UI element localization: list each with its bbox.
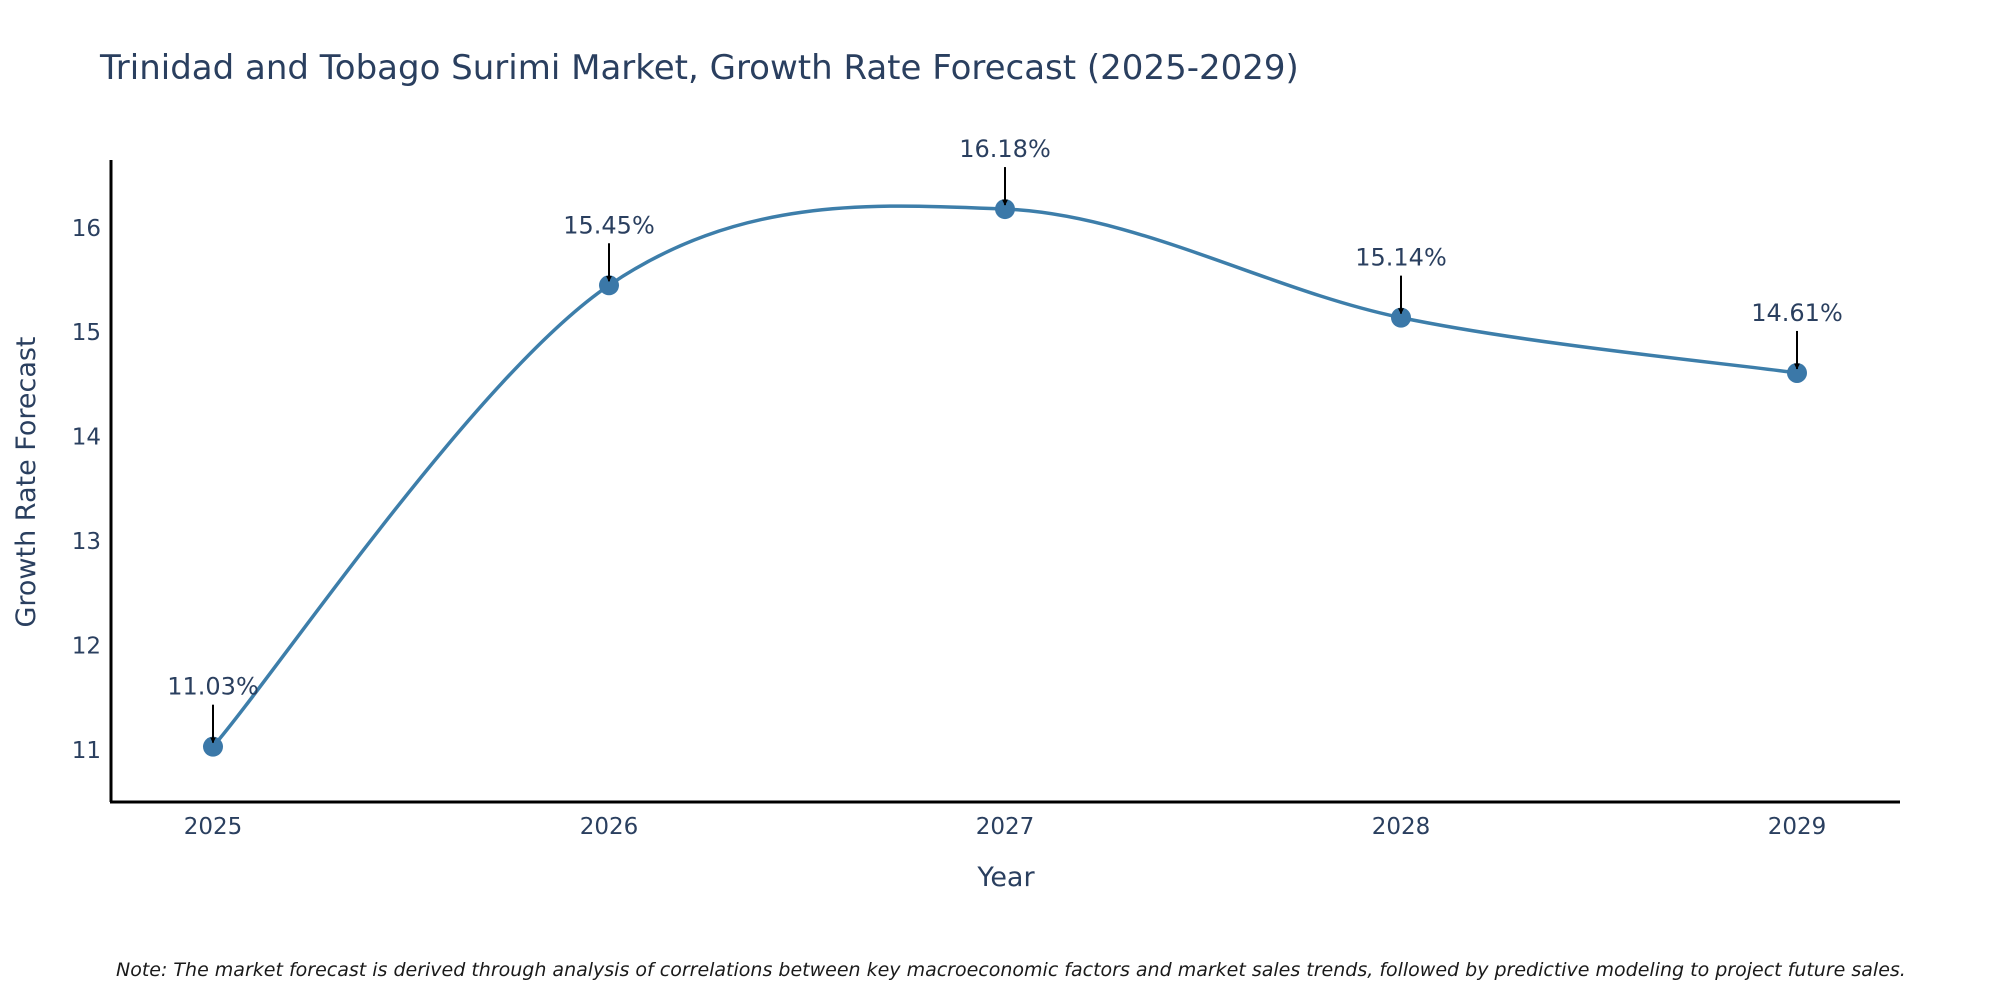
y-tick-label: 14	[72, 425, 101, 451]
series-line	[211, 204, 1799, 749]
x-tick-label: 2029	[1768, 814, 1827, 840]
data-point	[995, 199, 1015, 220]
y-tick-label: 11	[72, 738, 101, 764]
data-point	[599, 275, 619, 296]
chart-title: Trinidad and Tobago Surimi Market, Growt…	[99, 48, 1299, 88]
data-point	[203, 736, 223, 757]
data-label: 15.14%	[1355, 244, 1447, 272]
x-tick-label: 2027	[976, 814, 1035, 840]
data-label: 15.45%	[563, 211, 655, 239]
y-tick-label: 16	[72, 216, 101, 242]
y-tick-label: 12	[72, 633, 101, 659]
y-tick-label: 15	[72, 320, 101, 346]
footnote: Note: The market forecast is derived thr…	[116, 959, 1906, 981]
x-tick-label: 2028	[1372, 814, 1431, 840]
data-point	[1391, 307, 1411, 328]
x-tick-label: 2025	[184, 814, 243, 840]
data-annotations: 11.03% 15.45% 16.18% 15.14% 14.61%	[167, 135, 1843, 744]
x-tick-label: 2026	[580, 814, 639, 840]
x-axis-ticks: 2025 2026 2027 2028 2029	[184, 814, 1827, 840]
data-label: 11.03%	[167, 673, 259, 701]
data-label: 16.18%	[959, 135, 1051, 163]
data-markers	[203, 199, 1807, 757]
data-label: 14.61%	[1751, 299, 1843, 327]
y-axis-title: Growth Rate Forecast	[11, 336, 42, 627]
y-tick-label: 13	[72, 529, 101, 555]
y-axis-ticks: 11 12 13 14 15 16	[72, 216, 101, 764]
x-axis-title: Year	[976, 862, 1035, 893]
data-point	[1787, 362, 1807, 383]
